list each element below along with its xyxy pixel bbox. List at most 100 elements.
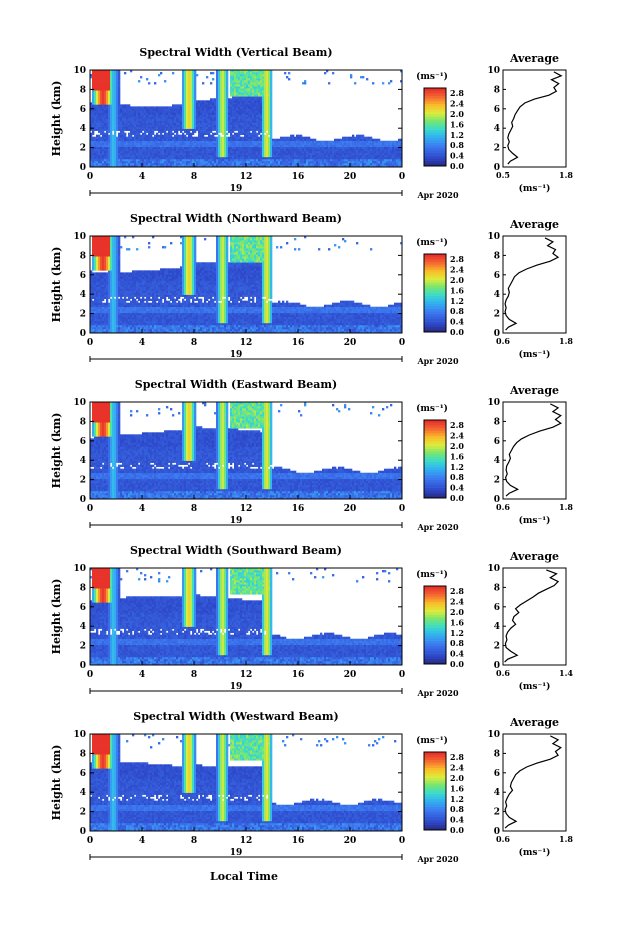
heatmap-cell — [258, 127, 260, 129]
heatmap-cell — [98, 106, 100, 108]
heatmap-cell — [192, 102, 194, 104]
heatmap-cell — [302, 159, 304, 161]
heatmap-cell — [124, 125, 126, 127]
heatmap-cell — [182, 88, 184, 90]
heatmap-cell — [132, 153, 134, 155]
heatmap-cell — [248, 137, 250, 139]
heatmap-cell — [228, 141, 230, 143]
heatmap-cell — [274, 153, 276, 155]
heatmap-cell — [188, 114, 190, 116]
heatmap-cell — [96, 125, 98, 127]
heatmap-cell — [134, 108, 136, 110]
heatmap-cell — [258, 153, 260, 155]
heatmap-cell — [184, 72, 186, 74]
heatmap-cell — [104, 129, 106, 131]
heatmap-cell — [208, 143, 210, 145]
heatmap-cell — [92, 123, 94, 125]
heatmap-cell — [128, 163, 130, 165]
heatmap-cell — [106, 110, 108, 112]
heatmap-cell — [132, 137, 134, 139]
heatmap-cell — [238, 76, 240, 78]
heatmap-cell — [238, 147, 240, 149]
heatmap-cell — [322, 159, 324, 161]
heatmap-cell — [362, 139, 364, 141]
heatmap-cell — [228, 129, 230, 131]
heatmap-cell — [146, 135, 148, 137]
heatmap-cell — [248, 76, 250, 78]
heatmap-cell — [252, 92, 254, 94]
heatmap-cell — [330, 141, 332, 143]
heatmap-cell — [370, 153, 372, 155]
heatmap-cell — [146, 139, 148, 141]
colorbar-band — [424, 114, 446, 117]
heatmap-cell — [124, 133, 126, 135]
heatmap-cell — [92, 250, 94, 252]
heatmap-cell — [118, 121, 120, 123]
heatmap-cell — [196, 159, 198, 161]
heatmap-cell — [176, 135, 178, 137]
heatmap-cell — [248, 163, 250, 165]
heatmap-cell — [176, 116, 178, 118]
heatmap-cell — [290, 149, 292, 151]
heatmap-cell — [214, 104, 216, 106]
colorbar-band — [424, 140, 446, 143]
heatmap-cell — [200, 155, 202, 157]
heatmap-cell — [138, 123, 140, 125]
heatmap-cell — [154, 125, 156, 127]
heatmap-cell — [264, 88, 266, 90]
heatmap-cell — [228, 102, 230, 104]
heatmap-cell — [110, 114, 112, 116]
heatmap-cell — [382, 151, 384, 153]
heatmap-cell — [144, 133, 146, 135]
heatmap-cell — [102, 274, 104, 276]
heatmap-cell — [92, 72, 94, 74]
heatmap-cell — [268, 92, 270, 94]
heatmap-cell — [318, 147, 320, 149]
heatmap-cell — [332, 159, 334, 161]
heatmap-cell — [100, 80, 102, 82]
heatmap-cell — [98, 135, 100, 137]
heatmap-cell — [92, 256, 94, 258]
heatmap-cell — [386, 155, 388, 157]
heatmap-cell — [364, 155, 366, 157]
heatmap-cell — [242, 159, 244, 161]
heatmap-cell — [236, 155, 238, 157]
heatmap-cell — [108, 123, 110, 125]
heatmap-cell — [112, 84, 114, 86]
heatmap-cell — [112, 129, 114, 131]
heatmap-cell — [382, 145, 384, 147]
heatmap-cell — [238, 127, 240, 129]
heatmap-cell — [240, 72, 242, 74]
heatmap-cell — [182, 86, 184, 88]
heatmap-cell — [264, 121, 266, 123]
heatmap-cell — [368, 163, 370, 165]
heatmap-cell — [336, 143, 338, 145]
heatmap-cell — [264, 84, 266, 86]
heatmap-cell — [104, 86, 106, 88]
heatmap-cell — [130, 106, 132, 108]
heatmap-cell — [240, 137, 242, 139]
heatmap-cell — [160, 153, 162, 155]
heatmap-cell — [94, 106, 96, 108]
heatmap-cell — [364, 161, 366, 163]
heatmap-cell — [386, 159, 388, 161]
heatmap-cell — [388, 141, 390, 143]
heatmap-cell — [268, 131, 270, 133]
heatmap-cell — [98, 280, 100, 282]
panel-title: Spectral Width (Vertical Beam) — [139, 46, 332, 59]
heatmap-cell — [284, 153, 286, 155]
heatmap-cell — [226, 121, 228, 123]
heatmap-cell — [264, 112, 266, 114]
heatmap-cell — [250, 114, 252, 116]
heatmap-cell — [216, 129, 218, 131]
heatmap-cell — [246, 114, 248, 116]
heatmap-cell — [92, 297, 94, 299]
heatmap-cell — [278, 155, 280, 157]
heatmap-cell — [138, 116, 140, 118]
heatmap-cell — [126, 123, 128, 125]
heatmap-cell — [106, 119, 108, 121]
heatmap-cell — [388, 159, 390, 161]
heatmap-cell — [212, 112, 214, 114]
heatmap-cell — [220, 157, 222, 159]
heatmap-cell — [154, 163, 156, 165]
